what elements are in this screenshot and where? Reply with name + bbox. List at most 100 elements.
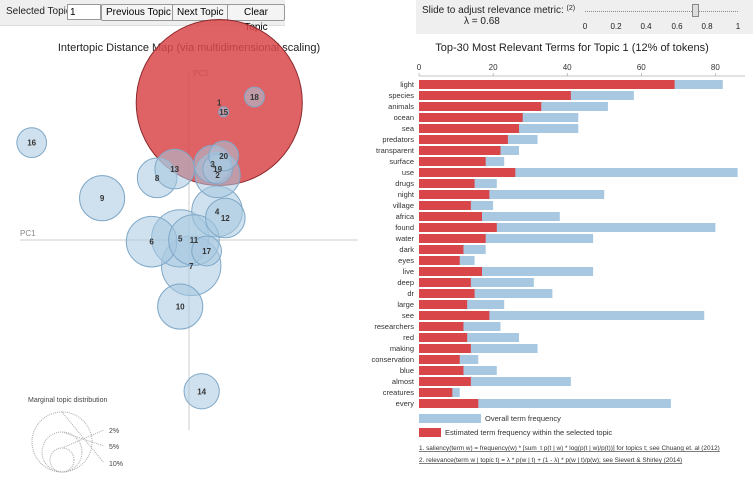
- bar-overall-night[interactable]: [419, 190, 605, 199]
- bar-overall-found[interactable]: [419, 223, 716, 232]
- bar-estimated-making[interactable]: [419, 344, 471, 353]
- bar-overall-red[interactable]: [419, 333, 520, 342]
- bar-estimated-eyes[interactable]: [419, 256, 460, 265]
- bar-estimated-africa[interactable]: [419, 212, 482, 221]
- bar-estimated-see[interactable]: [419, 311, 490, 320]
- slider-tick: 0.8: [701, 22, 713, 31]
- bar-estimated-live[interactable]: [419, 267, 482, 276]
- term-label: deep: [397, 278, 414, 287]
- term-label: see: [402, 311, 414, 320]
- bar-estimated-drugs[interactable]: [419, 179, 475, 188]
- term-label: transparent: [376, 146, 415, 155]
- bar-overall-deep[interactable]: [419, 278, 534, 287]
- bar-estimated-deep[interactable]: [419, 278, 471, 287]
- bar-estimated-large[interactable]: [419, 300, 468, 309]
- bar-estimated-sea[interactable]: [419, 124, 520, 133]
- term-label: dr: [407, 289, 414, 298]
- slider-tick: 0.6: [671, 22, 683, 31]
- bar-overall-almost[interactable]: [419, 377, 571, 386]
- bar-estimated-creatures[interactable]: [419, 388, 453, 397]
- footnote-relevance[interactable]: 2. relevance(term w | topic t) = λ * p(w…: [419, 457, 682, 464]
- marginal-legend-circle: [31, 411, 93, 473]
- term-label: water: [395, 234, 415, 243]
- term-label: every: [396, 399, 415, 408]
- bar-estimated-water[interactable]: [419, 234, 486, 243]
- term-label: found: [395, 223, 414, 232]
- term-label: researchers: [374, 322, 414, 331]
- topic-bubble-16[interactable]: [16, 127, 48, 158]
- bar-overall-water[interactable]: [419, 234, 594, 243]
- bar-estimated-light[interactable]: [419, 80, 675, 89]
- topic-label: 4: [215, 207, 220, 216]
- pc1-axis-label: PC1: [20, 229, 36, 238]
- topic-bubble-9[interactable]: [79, 175, 126, 222]
- term-label: species: [389, 91, 415, 100]
- term-label: sea: [402, 124, 415, 133]
- topic-bubble-15[interactable]: [218, 106, 230, 118]
- relevance-slider-handle[interactable]: [692, 4, 699, 17]
- term-label: live: [403, 267, 414, 276]
- bar-overall-see[interactable]: [419, 311, 705, 320]
- bar-estimated-researchers[interactable]: [419, 322, 464, 331]
- selected-topic-input[interactable]: [67, 4, 101, 20]
- topic-bubble-10[interactable]: [157, 283, 204, 330]
- topic-label: 19: [213, 165, 222, 174]
- bar-estimated-surface[interactable]: [419, 157, 486, 166]
- bar-estimated-village[interactable]: [419, 201, 471, 210]
- slider-tick: 0: [582, 22, 588, 31]
- bar-estimated-night[interactable]: [419, 190, 490, 199]
- term-label: predators: [382, 135, 414, 144]
- bar-estimated-found[interactable]: [419, 223, 497, 232]
- term-label: animals: [388, 102, 414, 111]
- bar-estimated-dr[interactable]: [419, 289, 475, 298]
- marginal-legend-label: 5%: [109, 444, 119, 451]
- bar-overall-dr[interactable]: [419, 289, 553, 298]
- topic-label: 8: [155, 174, 160, 183]
- bar-estimated-animals[interactable]: [419, 102, 542, 111]
- topic-label: 1: [217, 99, 222, 108]
- topic-bubble-17[interactable]: [191, 235, 222, 267]
- topic-label: 17: [202, 247, 211, 256]
- relevance-slider-panel: Slide to adjust relevance metric: (2) λ …: [416, 0, 753, 34]
- slider-title-text: Slide to adjust relevance metric:: [422, 5, 564, 16]
- term-label: ocean: [394, 113, 414, 122]
- bar-estimated-dark[interactable]: [419, 245, 464, 254]
- bar-estimated-almost[interactable]: [419, 377, 471, 386]
- bar-estimated-blue[interactable]: [419, 366, 464, 375]
- topic-bubble-18[interactable]: [244, 86, 265, 108]
- relevance-slider-track[interactable]: [585, 11, 738, 12]
- topic-label: 6: [149, 238, 154, 247]
- bar-overall-africa[interactable]: [419, 212, 560, 221]
- bar-estimated-every[interactable]: [419, 399, 479, 408]
- bar-estimated-predators[interactable]: [419, 135, 508, 144]
- selected-topic-label: Selected Topic:: [6, 6, 74, 17]
- marginal-legend-circle: [49, 447, 75, 473]
- legend-swatch-estimated: [419, 428, 441, 437]
- topic-bubble-20[interactable]: [208, 140, 239, 172]
- term-label: night: [398, 190, 415, 199]
- relevant-terms-title: Top-30 Most Relevant Terms for Topic 1 (…: [435, 42, 709, 54]
- footnote-saliency[interactable]: 1. saliency(term w) = frequency(w) * [su…: [419, 445, 720, 452]
- bar-estimated-use[interactable]: [419, 168, 516, 177]
- bar-estimated-transparent[interactable]: [419, 146, 501, 155]
- x-tick-label: 40: [563, 63, 572, 72]
- bar-estimated-conservation[interactable]: [419, 355, 460, 364]
- x-tick-label: 20: [489, 63, 498, 72]
- bar-overall-use[interactable]: [419, 168, 738, 177]
- topic-bubble-14[interactable]: [183, 373, 220, 410]
- x-tick-label: 60: [637, 63, 646, 72]
- term-label: surface: [389, 157, 414, 166]
- bar-overall-every[interactable]: [419, 399, 671, 408]
- topic-label: 18: [250, 93, 259, 102]
- term-label: dark: [399, 245, 414, 254]
- legend-label-overall: Overall term frequency: [485, 414, 561, 423]
- topic-label: 15: [219, 108, 228, 117]
- bar-estimated-species[interactable]: [419, 91, 571, 100]
- bar-estimated-red[interactable]: [419, 333, 468, 342]
- topic-bubble-12[interactable]: [205, 197, 246, 239]
- bar-overall-making[interactable]: [419, 344, 538, 353]
- bar-overall-live[interactable]: [419, 267, 594, 276]
- previous-topic-button[interactable]: Previous Topic: [101, 4, 176, 21]
- slider-reference: (2): [566, 5, 576, 12]
- bar-estimated-ocean[interactable]: [419, 113, 523, 122]
